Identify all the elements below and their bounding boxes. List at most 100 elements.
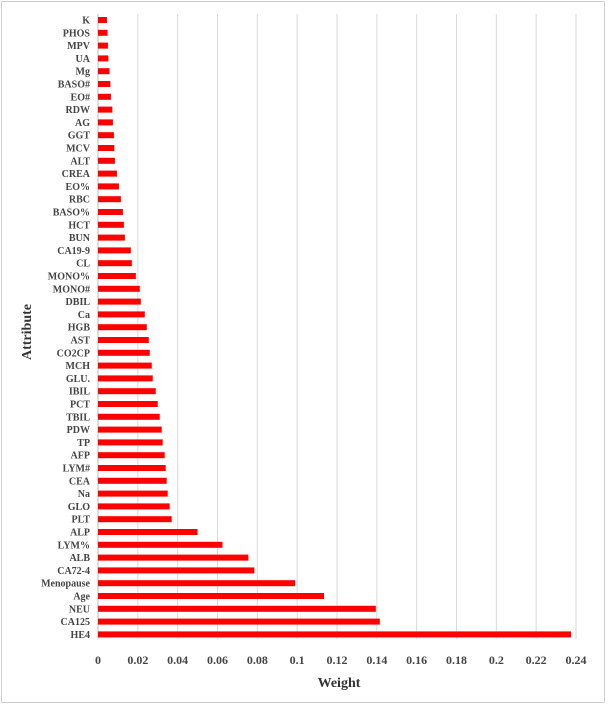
y-tick-label: CREA — [62, 169, 91, 180]
x-tick-label: 0.02 — [127, 653, 148, 667]
x-tick-label: 0.2 — [489, 653, 504, 667]
y-tick-label: ALP — [70, 528, 90, 539]
bar — [98, 68, 110, 75]
bar — [98, 490, 168, 497]
bar — [98, 388, 156, 395]
bar — [98, 516, 172, 523]
bar — [98, 324, 147, 331]
y-tick-label: LYM% — [58, 540, 90, 551]
y-tick-label: HE4 — [71, 630, 90, 641]
y-tick-label: AST — [71, 336, 91, 347]
bar — [98, 234, 125, 241]
gridlines — [97, 14, 577, 639]
bar — [98, 477, 167, 484]
y-tick-label: MONO% — [48, 272, 90, 283]
y-tick-label: Ca — [78, 310, 90, 321]
bar — [98, 196, 121, 203]
x-tick-label: 0.22 — [526, 653, 547, 667]
y-tick-label: GLU. — [66, 374, 91, 385]
bar — [98, 132, 114, 139]
y-tick-label: Mg — [76, 67, 90, 78]
y-tick-label: BASO# — [58, 80, 90, 91]
x-tick-label: 0.16 — [406, 653, 427, 667]
bar — [98, 106, 113, 113]
y-tick-label: UA — [76, 54, 91, 65]
y-tick-label: HGB — [68, 323, 91, 334]
x-tick-label: 0.14 — [366, 653, 387, 667]
y-tick-label: CA19-9 — [57, 246, 90, 257]
y-tick-label: CL — [76, 259, 90, 270]
bar — [98, 209, 123, 215]
bar — [98, 29, 108, 36]
x-tick-label: 0.08 — [247, 653, 268, 667]
bar — [98, 375, 153, 382]
y-tick-label: CA125 — [61, 617, 90, 628]
y-tick-label: RBC — [69, 195, 90, 206]
bar — [98, 145, 115, 151]
bar — [98, 221, 124, 228]
bar — [98, 157, 115, 164]
bar — [98, 119, 113, 126]
bar — [98, 55, 109, 62]
bar — [98, 362, 152, 369]
bar — [98, 465, 166, 471]
y-tick-label: DBIL — [66, 297, 91, 308]
y-tick-label: GGT — [68, 131, 91, 142]
y-tick-label: GLO — [68, 502, 90, 513]
bar — [98, 593, 325, 599]
y-tick-label: Na — [78, 489, 90, 500]
y-tick-label: ALT — [70, 156, 90, 167]
bar — [98, 170, 117, 177]
bar — [98, 349, 150, 356]
bar — [98, 529, 198, 535]
y-tick-label: PCT — [70, 400, 90, 411]
y-tick-label: EO# — [71, 92, 90, 103]
y-tick-label: CEA — [69, 476, 91, 487]
bar — [98, 618, 380, 625]
y-tick-label: NEU — [69, 604, 90, 615]
bar — [98, 567, 255, 574]
y-tick-label: CO2CP — [57, 348, 90, 359]
y-tick-label: PDW — [67, 425, 90, 436]
bar — [98, 337, 149, 343]
bar — [98, 260, 132, 267]
x-tick-label: 0 — [95, 653, 101, 667]
y-tick-label: AFP — [71, 451, 90, 462]
bar — [98, 605, 376, 612]
bar — [98, 413, 160, 420]
bar — [98, 273, 136, 279]
y-tick-label: RDW — [66, 105, 90, 116]
y-tick-label: AG — [75, 118, 90, 129]
y-tick-label: K — [82, 16, 90, 27]
bar — [98, 554, 249, 561]
y-tick-label: IBIL — [69, 387, 90, 398]
y-tick-label: MPV — [67, 41, 91, 52]
x-tick-label: 0.12 — [327, 653, 348, 667]
bar — [98, 503, 170, 510]
y-tick-label: MCV — [66, 144, 91, 155]
y-tick-label: HCT — [68, 220, 90, 231]
bar — [98, 81, 111, 87]
y-tick-label: EO% — [66, 182, 90, 193]
y-tick-label: TBIL — [66, 412, 90, 423]
x-tick-label: 0.18 — [446, 653, 467, 667]
x-tick-label: 0.24 — [566, 653, 587, 667]
bar — [98, 42, 108, 49]
x-tick-label: 0.04 — [167, 653, 188, 667]
y-tick-label: MCH — [66, 361, 91, 372]
bar — [98, 93, 111, 100]
y-tick-label: Menopause — [41, 579, 90, 590]
y-tick-label: BUN — [69, 233, 91, 244]
x-axis-title: Weight — [318, 676, 361, 691]
y-tick-label: LYM# — [63, 464, 90, 475]
bar — [98, 401, 158, 407]
bar — [98, 183, 119, 190]
x-tick-label: 0.06 — [207, 653, 228, 667]
bar — [98, 439, 163, 446]
bar — [98, 17, 107, 23]
y-tick-label: PLT — [71, 515, 90, 526]
y-tick-label: CA72-4 — [57, 566, 90, 577]
x-tick-label: 0.1 — [290, 653, 305, 667]
